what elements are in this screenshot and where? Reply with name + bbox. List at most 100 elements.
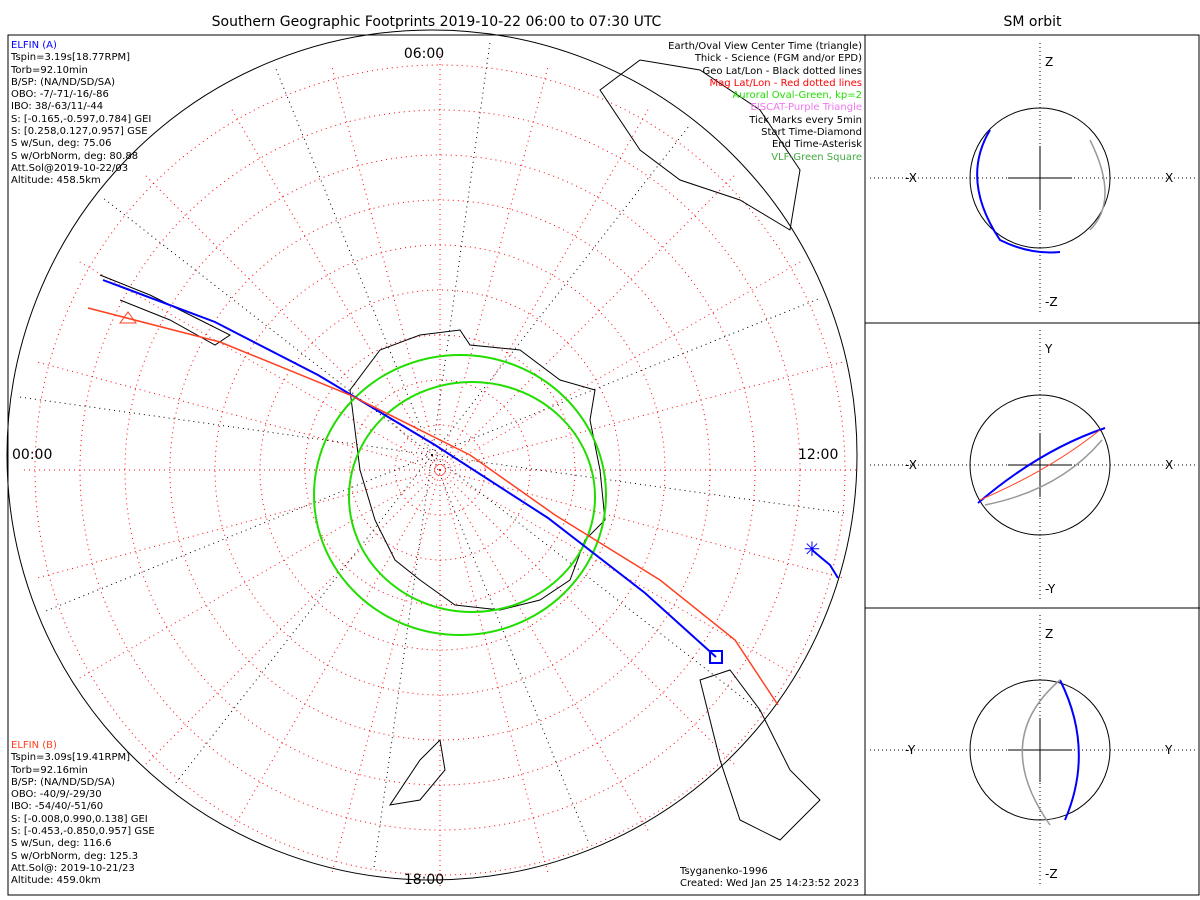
sm-orbit-title: SM orbit [1003,14,1062,30]
sm-axis-label: Y [1164,743,1173,757]
sm-axis-label: X [1165,171,1173,185]
mag-grid [16,39,860,890]
geo-lon-line [100,196,433,456]
elfin-a-param: Altitude: 458.5km [11,175,101,187]
legend-item: Geo Lat/Lon - Black dotted lines [702,65,862,77]
nz-coast [388,738,446,806]
elfin-b-param: S w/Sun, deg: 116.6 [11,838,112,850]
elfin-a-param: S w/Sun, deg: 75.06 [11,138,112,150]
geo-lon-line [431,123,691,456]
mag-lon-line [76,259,441,471]
elfin-b-param: B/SP: (NA/ND/SD/SA) [11,776,115,788]
legend-item: EISCAT-Purple Triangle [750,102,863,114]
mag-lon-line [34,360,441,471]
geo-lon-line [431,39,491,456]
footer-line: Tsyganenko-1996 [680,866,768,877]
elfin-a-param: B/SP: (NA/ND/SD/SA) [11,76,115,88]
auroral-oval-inner [348,381,596,613]
sm-axis-label: -X [905,458,917,472]
sm-frame [864,34,1200,896]
globe-outline [6,29,858,881]
sm-axis-label: -Y [1045,582,1056,596]
geo-lon-line [16,396,433,456]
sm-axis-label: -X [905,171,917,185]
plot-title: Southern Geographic Footprints 2019-10-2… [211,14,662,30]
elfin-b-param: Torb=92.16min [11,764,88,776]
sm-orbit-a-yz [1059,679,1080,821]
elfin-a-param: OBO: -7/-71/-16/-86 [11,89,109,101]
sm-axis-label: Z [1045,55,1053,69]
elfin-b-param: Att.Sol@: 2019-10-21/23 [11,862,135,874]
mag-lon-line [34,469,441,580]
geo-lon-line [274,65,433,456]
mlt-18: 18:00 [404,872,444,888]
legend-item: Thick - Science (FGM and/or EPD) [694,53,862,65]
geo-lon-line [431,297,822,456]
sm-orbit-a-xy [977,427,1106,504]
elfin-b-param: S: [-0.453,-0.850,0.957] GSE [11,826,155,838]
mag-lon-line [439,106,651,471]
elfin-b-track [87,307,779,706]
elfin-b-param: IBO: -54/40/-51/60 [11,801,104,813]
mag-lon-line [142,172,441,471]
mag-lon-line [76,469,441,681]
mag-lon-line [229,106,441,471]
elfin-a-param: IBO: 38/-63/11/-44 [11,101,104,113]
sm-axis-label: -Z [1045,295,1058,309]
elfin-a-track [102,279,717,658]
legend-item: Mag Lat/Lon - Red dotted lines [709,77,862,89]
sm-orbit-b-xz [1089,139,1106,231]
mag-lon-line [229,469,441,834]
mlt-06: 06:00 [404,46,444,62]
mag-lon-line [439,360,846,471]
sm-orbit-gray-xy [984,439,1103,506]
elfin-a-param: S: [0.258,0.127,0.957] GSE [11,126,148,138]
antarctica-coast [349,329,606,611]
sm-orbit-b-xy [979,429,1101,501]
elfin-a-info: ELFIN (A) Tspin=3.19s[18.77RPM] Torb=92.1… [11,40,151,188]
africa-coast [699,669,821,841]
legend-item: Earth/Oval View Center Time (triangle) [668,41,862,52]
sm-orbit-b-yz [1021,679,1061,826]
mag-lon-line [330,64,441,471]
mag-lon-line [439,469,550,876]
mag-lon-line [330,469,441,876]
elfin-b-param: OBO: -40/9/-29/30 [11,789,102,801]
legend-item: End Time-Asterisk [771,139,862,151]
south-america-coast [99,274,231,346]
elfin-a-param: Tspin=3.19s[18.77RPM] [11,52,131,64]
mag-lon-line [439,469,846,580]
sm-axis-label: Z [1045,627,1053,641]
sm-orbit-a-xz [976,129,1061,254]
mlt-12: 12:00 [798,447,838,463]
mag-lon-line [439,64,550,471]
mag-lon-line [439,259,804,471]
legend-item: Auroral Oval-Green, kp=2 [732,90,862,102]
elfin-b-param: S: [-0.008,0.990,0.138] GEI [11,813,148,825]
elfin-a-param: S: [-0.165,-0.597,0.784] GEI [11,113,152,125]
elfin-b-param: S w/OrbNorm, deg: 125.3 [11,850,139,862]
geo-lon-line [373,454,433,871]
elfin-a-start-diamond [709,650,723,664]
sm-axis-label: -Y [905,743,916,757]
legend-item: Start Time-Diamond [761,127,862,139]
mag-lon-line [439,172,738,471]
geo-lon-line [431,454,764,714]
australia-coast [599,59,801,231]
elfin-b-param: Altitude: 459.0km [11,875,101,887]
elfin-a-param: Att.Sol@2019-10-22/03 [11,162,129,174]
geo-lon-line [431,454,848,514]
mag-lon-line [142,469,441,768]
geo-lon-line [42,454,433,613]
view-center-triangle [119,311,137,324]
sm-axis-label: -Z [1045,867,1058,881]
sm-axis-label: Y [1044,342,1053,356]
mag-lon-line [439,469,651,834]
footer: Tsyganenko-1996 Created: Wed Jan 25 14:23… [680,866,859,891]
elfin-a-name: ELFIN (A) [11,40,57,51]
elfin-b-info: ELFIN (B) Tspin=3.09s[19.41RPM] Torb=92.1… [11,740,155,888]
geo-lon-line [431,454,590,845]
elfin-a-param: S w/OrbNorm, deg: 80.88 [11,150,139,162]
footer-line: Created: Wed Jan 25 14:23:52 2023 [680,878,860,890]
